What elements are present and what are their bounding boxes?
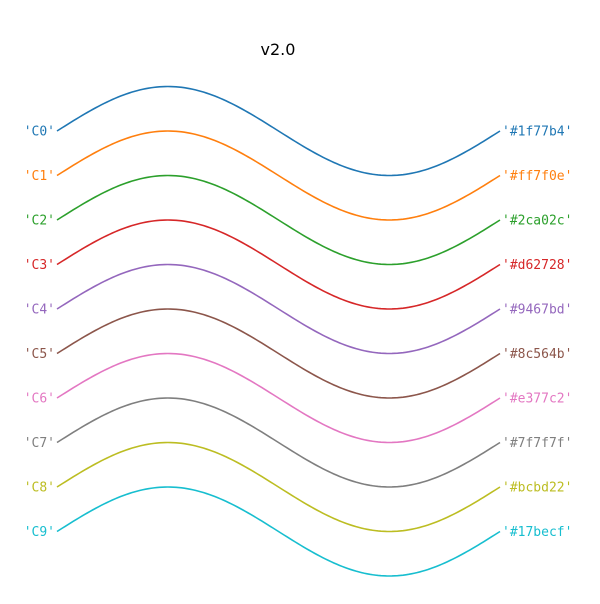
series-line-0 xyxy=(56,85,501,177)
series-1: 'C1' '#ff7f0e' xyxy=(24,130,572,221)
series-left-label-4: 'C4' xyxy=(24,303,55,318)
series-0: 'C0' '#1f77b4' xyxy=(24,85,572,177)
series-left-label-9: 'C9' xyxy=(24,525,55,540)
series-2: 'C2' '#2ca02c' xyxy=(24,174,572,266)
series-line-6 xyxy=(56,352,501,444)
series-right-label-7: '#7f7f7f' xyxy=(502,436,572,451)
series-left-label-7: 'C7' xyxy=(24,436,55,451)
series-right-label-8: '#bcbd22' xyxy=(502,481,572,496)
series-left-label-0: 'C0' xyxy=(24,125,55,140)
series-line-4 xyxy=(56,263,501,355)
series-right-label-6: '#e377c2' xyxy=(502,392,572,407)
series-left-label-6: 'C6' xyxy=(24,392,55,407)
series-right-label-9: '#17becf' xyxy=(502,525,572,540)
series-right-label-5: '#8c564b' xyxy=(502,347,572,362)
series-line-1 xyxy=(56,130,501,221)
series-6: 'C6' '#e377c2' xyxy=(24,352,572,444)
series-line-5 xyxy=(56,308,501,399)
series-layer: 'C0' '#1f77b4''C1' '#ff7f0e''C2' '#2ca02c''… xyxy=(24,85,572,577)
series-right-label-0: '#1f77b4' xyxy=(502,125,572,140)
series-left-label-5: 'C5' xyxy=(24,347,55,362)
series-4: 'C4' '#9467bd' xyxy=(24,263,572,355)
series-left-label-3: 'C3' xyxy=(24,258,55,273)
series-5: 'C5' '#8c564b' xyxy=(24,308,572,399)
series-8: 'C8' '#bcbd22' xyxy=(24,441,572,533)
series-line-8 xyxy=(56,441,501,533)
series-line-9 xyxy=(56,486,501,577)
series-line-2 xyxy=(56,174,501,266)
series-3: 'C3' '#d62728' xyxy=(24,219,572,310)
series-line-7 xyxy=(56,397,501,488)
series-line-3 xyxy=(56,219,501,310)
series-right-label-1: '#ff7f0e' xyxy=(502,169,572,184)
series-7: 'C7' '#7f7f7f' xyxy=(24,397,572,488)
series-right-label-4: '#9467bd' xyxy=(502,303,572,318)
series-right-label-3: '#d62728' xyxy=(502,258,572,273)
series-left-label-2: 'C2' xyxy=(24,214,55,229)
chart-title: v2.0 xyxy=(261,40,296,59)
series-left-label-1: 'C1' xyxy=(24,169,55,184)
series-9: 'C9' '#17becf' xyxy=(24,486,572,577)
series-left-label-8: 'C8' xyxy=(24,481,55,496)
series-right-label-2: '#2ca02c' xyxy=(502,214,572,229)
